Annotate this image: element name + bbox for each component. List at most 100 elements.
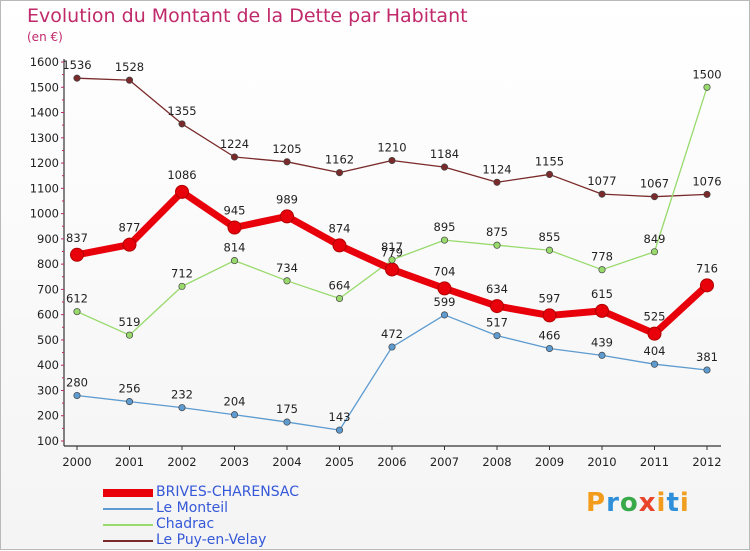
data-point-3: [335, 169, 344, 177]
data-point-1: [230, 411, 239, 419]
data-label-1: 472: [381, 327, 403, 341]
x-tick-label: 2009: [535, 455, 564, 469]
y-tick-label: 1300: [30, 131, 59, 145]
data-label-0: 837: [66, 231, 88, 245]
data-point-1: [545, 344, 554, 353]
y-tick-label: 700: [37, 282, 59, 296]
data-label-1: 143: [329, 410, 351, 424]
data-label-3: 1224: [220, 137, 249, 151]
legend-label: Le Puy-en-Velay: [156, 532, 267, 548]
logo-letter: o: [619, 488, 639, 518]
data-point-2: [703, 83, 711, 91]
data-label-1: 404: [644, 344, 666, 358]
data-label-3: 1077: [587, 174, 616, 188]
data-label-1: 175: [276, 402, 298, 416]
data-label-0: 945: [224, 203, 246, 217]
data-point-3: [493, 178, 501, 186]
chart-title: Evolution du Montant de la Dette par Hab…: [27, 5, 468, 27]
data-point-2: [335, 294, 344, 303]
data-point-1: [178, 404, 186, 412]
x-tick-label: 2008: [482, 455, 511, 469]
data-label-2: 875: [486, 225, 508, 239]
data-label-0: 877: [119, 221, 141, 235]
data-point-0: [542, 308, 557, 323]
logo-letter: i: [656, 488, 667, 518]
data-point-1: [73, 391, 81, 400]
data-label-1: 439: [591, 335, 613, 349]
data-point-2: [283, 277, 291, 285]
y-tick-label: 1500: [30, 80, 59, 94]
y-tick-label: 100: [37, 434, 59, 448]
data-point-1: [703, 366, 711, 374]
legend-label: Le Monteil: [156, 500, 229, 516]
data-point-0: [385, 262, 399, 277]
data-label-3: 1155: [535, 154, 564, 168]
data-label-0: 525: [644, 310, 666, 324]
data-label-2: 664: [329, 278, 351, 292]
data-point-3: [545, 170, 554, 178]
x-tick-label: 2006: [377, 455, 406, 469]
data-point-1: [125, 398, 134, 406]
data-point-0: [490, 299, 504, 314]
y-tick-label: 200: [37, 409, 59, 423]
data-point-3: [73, 74, 81, 82]
data-point-0: [437, 281, 452, 296]
data-point-3: [703, 190, 711, 198]
y-tick-label: 1400: [30, 106, 59, 120]
data-point-3: [650, 193, 659, 201]
data-label-2: 519: [119, 315, 141, 329]
data-label-0: 634: [486, 282, 508, 296]
data-label-1: 256: [119, 382, 141, 396]
data-label-2: 1500: [692, 67, 721, 81]
data-point-1: [283, 418, 291, 426]
x-tick-label: 2005: [325, 455, 354, 469]
data-label-3: 1205: [272, 142, 301, 156]
data-label-3: 1162: [325, 153, 354, 167]
legend-swatch: [103, 540, 153, 542]
data-label-2: 817: [381, 240, 403, 254]
data-label-0: 1086: [167, 168, 196, 182]
legend-swatch: [103, 524, 153, 526]
data-point-1: [650, 360, 659, 368]
data-point-2: [230, 257, 239, 265]
y-tick-label: 900: [37, 232, 59, 246]
data-label-2: 849: [644, 232, 666, 246]
logo-letter: r: [606, 488, 620, 518]
legend-swatch: [103, 508, 153, 510]
logo-letter: t: [666, 488, 680, 518]
y-tick-label: 1600: [30, 55, 59, 69]
data-label-3: 1124: [482, 162, 511, 176]
data-point-0: [227, 220, 242, 235]
legend-label: Chadrac: [156, 516, 215, 532]
x-tick-label: 2003: [220, 455, 249, 469]
data-label-3: 1076: [692, 174, 721, 188]
data-label-0: 779: [381, 245, 403, 259]
data-point-2: [440, 236, 449, 244]
legend-swatch: [103, 489, 153, 497]
data-point-3: [178, 120, 186, 128]
y-tick-label: 300: [37, 383, 59, 397]
data-point-3: [283, 158, 291, 166]
x-tick-label: 2010: [587, 455, 616, 469]
data-point-2: [650, 248, 659, 256]
data-label-2: 712: [171, 266, 193, 280]
data-point-0: [70, 247, 84, 262]
data-label-0: 874: [329, 221, 351, 235]
data-point-0: [595, 303, 609, 318]
data-point-1: [388, 343, 396, 351]
data-label-0: 716: [696, 261, 718, 275]
data-point-2: [545, 246, 554, 254]
data-label-2: 778: [591, 250, 613, 264]
data-label-0: 704: [434, 264, 456, 278]
data-label-2: 814: [224, 241, 246, 255]
data-point-2: [388, 256, 396, 264]
chart-subtitle: (en €): [27, 30, 63, 44]
data-label-0: 989: [276, 192, 298, 206]
data-point-2: [73, 308, 81, 316]
data-label-1: 599: [434, 295, 456, 309]
x-tick-label: 2000: [62, 455, 91, 469]
data-label-3: 1536: [62, 58, 91, 72]
data-point-3: [230, 153, 239, 161]
data-label-3: 1528: [115, 60, 144, 74]
